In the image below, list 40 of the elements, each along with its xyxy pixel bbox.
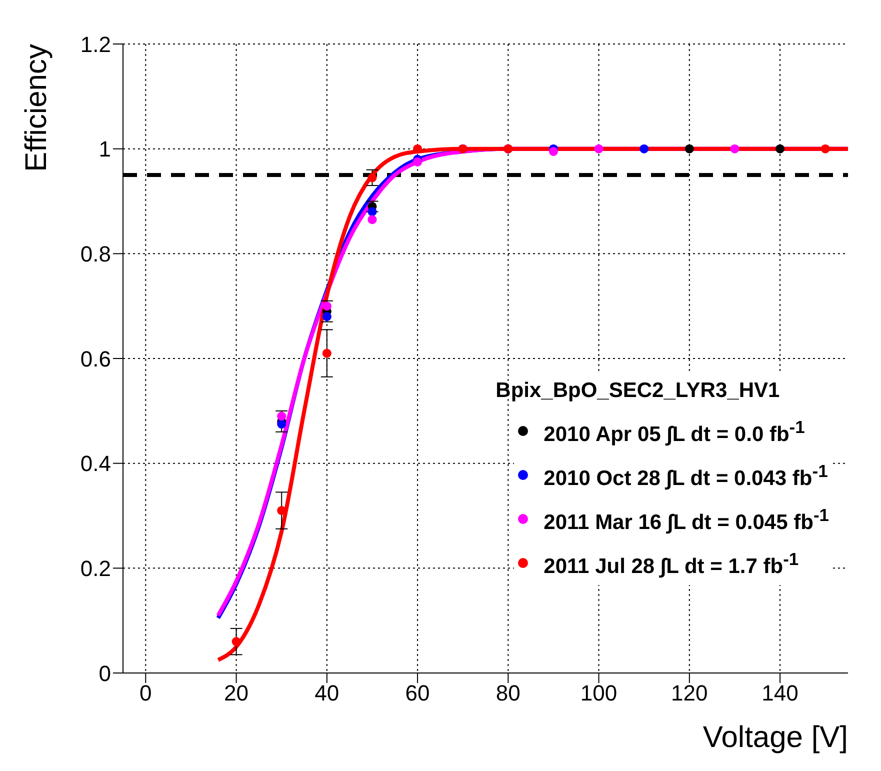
point (684, 144, 694, 154)
y-tick-label: 1 (98, 136, 111, 162)
point (594, 144, 604, 154)
x-axis-title: Voltage [V] (702, 721, 848, 754)
y-tick-label: 0 (98, 660, 111, 686)
y-axis-title: Efficiency (20, 44, 53, 172)
point (368, 173, 377, 182)
point (277, 412, 286, 421)
point (277, 420, 286, 429)
legend-label: 2010 Apr 05 ∫L dt = 0.0 fb$^{-1}$ (544, 416, 805, 448)
point (322, 302, 332, 311)
point (368, 215, 377, 224)
y-tick-label: 0.4 (80, 451, 111, 476)
x-tick-label: 20 (224, 680, 249, 706)
point (368, 207, 377, 216)
x-tick-label: 120 (671, 680, 708, 706)
point (820, 144, 830, 154)
legend-title: Bpix_BpO_SEC2_LYR3_HV1 (496, 378, 781, 404)
y-tick-label: 0.8 (80, 241, 111, 266)
point (730, 144, 740, 154)
point (232, 637, 241, 646)
x-tick-label: 40 (314, 680, 340, 706)
legend-label: 2011 Mar 16 ∫L dt = 0.045 fb$^{-1}$ (544, 504, 829, 536)
x-tick-label: 140 (762, 680, 798, 706)
y-tick-label: 1.2 (80, 32, 111, 57)
x-tick-label: 0 (140, 680, 152, 706)
point (640, 144, 649, 154)
x-tick-label: 60 (405, 680, 430, 706)
point (548, 146, 558, 156)
point (322, 348, 332, 358)
point (413, 144, 422, 154)
point (776, 144, 785, 154)
legend-label: 2010 Oct 28 ∫L dt = 0.043 fb$^{-1}$ (544, 460, 828, 492)
y-tick-label: 0.6 (80, 346, 111, 372)
point (322, 312, 332, 322)
legend-label: 2011 Jul 28 ∫L dt = 1.7 fb$^{-1}$ (544, 548, 799, 580)
x-tick-label: 100 (580, 680, 618, 706)
y-tick-label: 0.2 (80, 556, 111, 581)
point (413, 157, 422, 166)
x-tick-label: 80 (496, 680, 520, 706)
